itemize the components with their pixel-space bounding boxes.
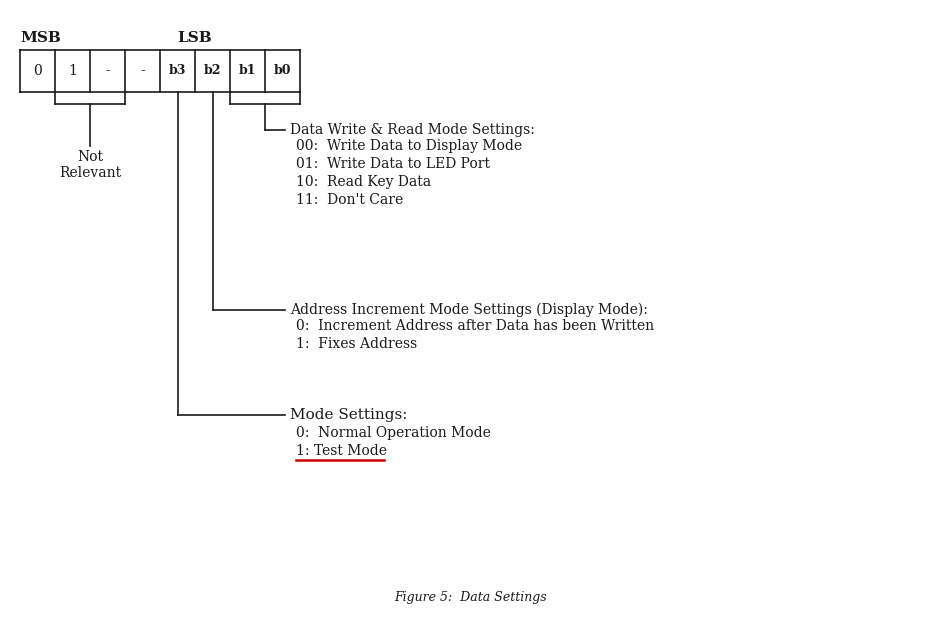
Text: Not
Relevant: Not Relevant bbox=[59, 150, 121, 180]
Text: Mode Settings:: Mode Settings: bbox=[290, 408, 408, 422]
Text: Address Increment Mode Settings (Display Mode):: Address Increment Mode Settings (Display… bbox=[290, 303, 648, 317]
Text: b3: b3 bbox=[169, 65, 186, 77]
Text: b0: b0 bbox=[274, 65, 291, 77]
Text: b2: b2 bbox=[204, 65, 221, 77]
Text: 0:  Increment Address after Data has been Written: 0: Increment Address after Data has been… bbox=[296, 319, 654, 333]
Text: LSB: LSB bbox=[177, 31, 212, 45]
Text: Figure 5:  Data Settings: Figure 5: Data Settings bbox=[394, 591, 546, 605]
Text: 0: 0 bbox=[33, 64, 42, 78]
Text: -: - bbox=[140, 64, 145, 78]
Text: -: - bbox=[105, 64, 110, 78]
Text: MSB: MSB bbox=[20, 31, 61, 45]
Text: Data Write & Read Mode Settings:: Data Write & Read Mode Settings: bbox=[290, 123, 535, 137]
Text: 1: 1 bbox=[68, 64, 77, 78]
Text: 00:  Write Data to Display Mode: 00: Write Data to Display Mode bbox=[296, 139, 522, 153]
Text: 10:  Read Key Data: 10: Read Key Data bbox=[296, 175, 431, 189]
Text: 0:  Normal Operation Mode: 0: Normal Operation Mode bbox=[296, 426, 491, 440]
Text: 1: Test Mode: 1: Test Mode bbox=[296, 444, 387, 458]
Text: 1:  Fixes Address: 1: Fixes Address bbox=[296, 337, 417, 351]
Text: 01:  Write Data to LED Port: 01: Write Data to LED Port bbox=[296, 157, 490, 171]
Text: 11:  Don't Care: 11: Don't Care bbox=[296, 193, 403, 207]
Text: b1: b1 bbox=[239, 65, 257, 77]
